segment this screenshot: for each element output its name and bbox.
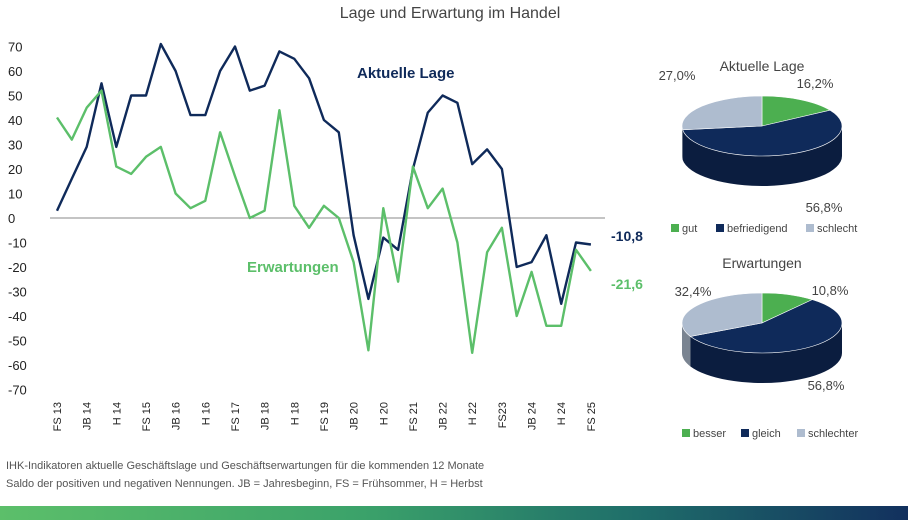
legend-swatch (797, 429, 805, 437)
x-tick-label: JB 24 (527, 402, 539, 430)
series-label-erwartungen: Erwartungen (247, 259, 339, 276)
x-tick-label: FS 25 (586, 402, 598, 431)
x-tick-label: H 22 (467, 402, 479, 425)
y-tick-label: 10 (8, 187, 22, 202)
pie-value-label: 16,2% (797, 76, 834, 91)
legend-swatch (741, 429, 749, 437)
pie-slice-gut (761, 95, 831, 127)
x-tick-label: JB 22 (438, 402, 450, 430)
x-tick-label: JB 20 (349, 402, 361, 430)
y-tick-label: 0 (8, 211, 15, 226)
x-tick-label: H 14 (111, 402, 123, 425)
x-tick-label: FS 17 (230, 402, 242, 431)
x-tick-label: H 24 (556, 402, 568, 425)
pie-side-schlecht (682, 126, 683, 160)
pie-title: Erwartungen (722, 255, 801, 271)
series-line-aktuelle-lage (55, 42, 592, 305)
pie-title: Aktuelle Lage (720, 58, 805, 74)
legend-label: besser (693, 428, 726, 440)
y-tick-label: -10 (8, 236, 27, 251)
legend-label: gut (682, 223, 697, 235)
x-tick-label: H 16 (200, 402, 212, 425)
end-label-aktuelle-lage: -10,8 (611, 228, 643, 244)
legend-swatch (682, 429, 690, 437)
line-chart: 70 60 50 40 30 20 10 0 -10 -20 -30 -40 -50 -60 -70 FS 1… (8, 40, 643, 432)
pie-value-label: 32,4% (675, 284, 712, 299)
legend-swatch (671, 224, 679, 232)
footer-note-1: IHK-Indikatoren aktuelle Geschäftslage u… (6, 460, 485, 472)
y-tick-label: -60 (8, 358, 27, 373)
x-tick-label: H 18 (289, 402, 301, 425)
x-tick-label: JB 16 (171, 402, 183, 430)
pie-side-schlechter (682, 323, 691, 367)
y-tick-label: -20 (8, 260, 27, 275)
x-tick-label: H 20 (378, 402, 390, 425)
series-label-aktuelle-lage: Aktuelle Lage (357, 65, 455, 82)
y-tick-label: -50 (8, 334, 27, 349)
legend-label: schlecht (817, 223, 857, 235)
pie-value-label: 56,8% (806, 200, 843, 215)
legend-label: befriedigend (727, 223, 788, 235)
pie-slice-schlecht (681, 95, 763, 131)
y-tick-label: -30 (8, 285, 27, 300)
pie-slice-gleich (689, 299, 843, 354)
legend-swatch (806, 224, 814, 232)
y-tick-label: 20 (8, 162, 22, 177)
bottom-gradient-bar (0, 506, 908, 520)
pie-slice-befriedigend (682, 109, 843, 157)
x-tick-label: FS 21 (408, 402, 420, 431)
pie-chart-erwartungen: Erwartungen 10,8% 56,8% 32,4% besser gleich sc… (675, 255, 859, 440)
x-tick-label: FS 15 (141, 402, 153, 431)
legend-label: gleich (752, 428, 781, 440)
x-tick-label: FS23 (497, 402, 509, 428)
end-label-erwartungen: -21,6 (611, 276, 643, 292)
x-tick-label: FS 13 (52, 402, 64, 431)
y-tick-label: 30 (8, 138, 22, 153)
y-tick-label: 70 (8, 40, 22, 55)
pie-slice-schlechter (681, 292, 763, 337)
y-tick-label: 40 (8, 113, 22, 128)
chart-title: Lage und Erwartung im Handel (340, 5, 561, 22)
y-tick-label: 50 (8, 89, 22, 104)
series-line-erwartungen (56, 89, 592, 354)
y-tick-label: -40 (8, 309, 27, 324)
legend-label: schlechter (808, 428, 858, 440)
pie-value-label: 56,8% (808, 378, 845, 393)
x-tick-label: JB 18 (260, 402, 272, 430)
pie-value-label: 27,0% (659, 68, 696, 83)
footer-note-2: Saldo der positiven und negativen Nennun… (6, 478, 483, 490)
pie-value-label: 10,8% (812, 283, 849, 298)
x-tick-label: JB 14 (82, 402, 94, 430)
y-tick-label: 60 (8, 64, 22, 79)
y-tick-label: -70 (8, 383, 27, 398)
legend-swatch (716, 224, 724, 232)
x-tick-label: FS 19 (319, 402, 331, 431)
pie-chart-aktuelle-lage: Aktuelle Lage 16,2% 56,8% 27,0% gut befriedig… (659, 58, 858, 235)
